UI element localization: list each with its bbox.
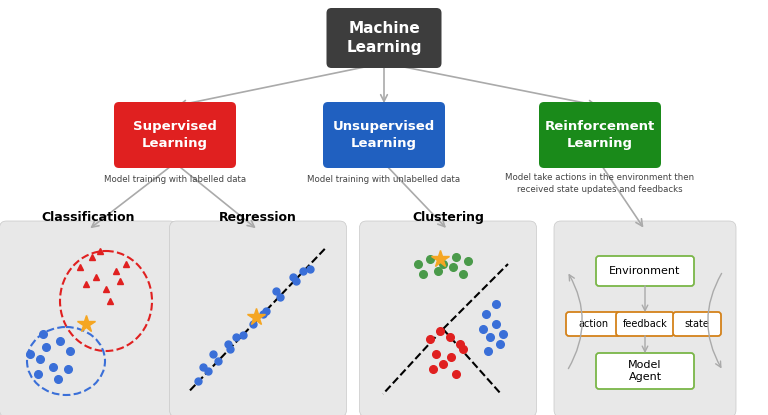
Text: Machine
Learning: Machine Learning [346,21,422,55]
Text: Environment: Environment [609,266,680,276]
Text: state: state [684,319,710,329]
FancyBboxPatch shape [596,353,694,389]
Text: Reinforcement
Learning: Reinforcement Learning [545,120,655,150]
Text: Model training with labelled data: Model training with labelled data [104,175,246,184]
FancyBboxPatch shape [359,221,537,415]
FancyBboxPatch shape [114,102,236,168]
FancyBboxPatch shape [566,312,620,336]
FancyBboxPatch shape [326,8,442,68]
Text: Model
Agent: Model Agent [628,360,662,382]
Text: Unsupervised
Learning: Unsupervised Learning [333,120,435,150]
FancyBboxPatch shape [539,102,661,168]
FancyBboxPatch shape [323,102,445,168]
Text: Model take actions in the environment then
received state updates and feedbacks: Model take actions in the environment th… [505,173,694,194]
FancyBboxPatch shape [673,312,721,336]
Text: feedback: feedback [623,319,667,329]
FancyBboxPatch shape [554,221,736,415]
Text: Supervised
Learning: Supervised Learning [133,120,217,150]
Text: Classification: Classification [41,211,134,224]
Text: Regression: Regression [219,211,297,224]
Text: Model training with unlabelled data: Model training with unlabelled data [307,175,461,184]
Text: Clustering: Clustering [412,211,484,224]
FancyBboxPatch shape [170,221,346,415]
FancyBboxPatch shape [596,256,694,286]
FancyBboxPatch shape [0,221,177,415]
Text: action: action [578,319,608,329]
FancyBboxPatch shape [616,312,674,336]
